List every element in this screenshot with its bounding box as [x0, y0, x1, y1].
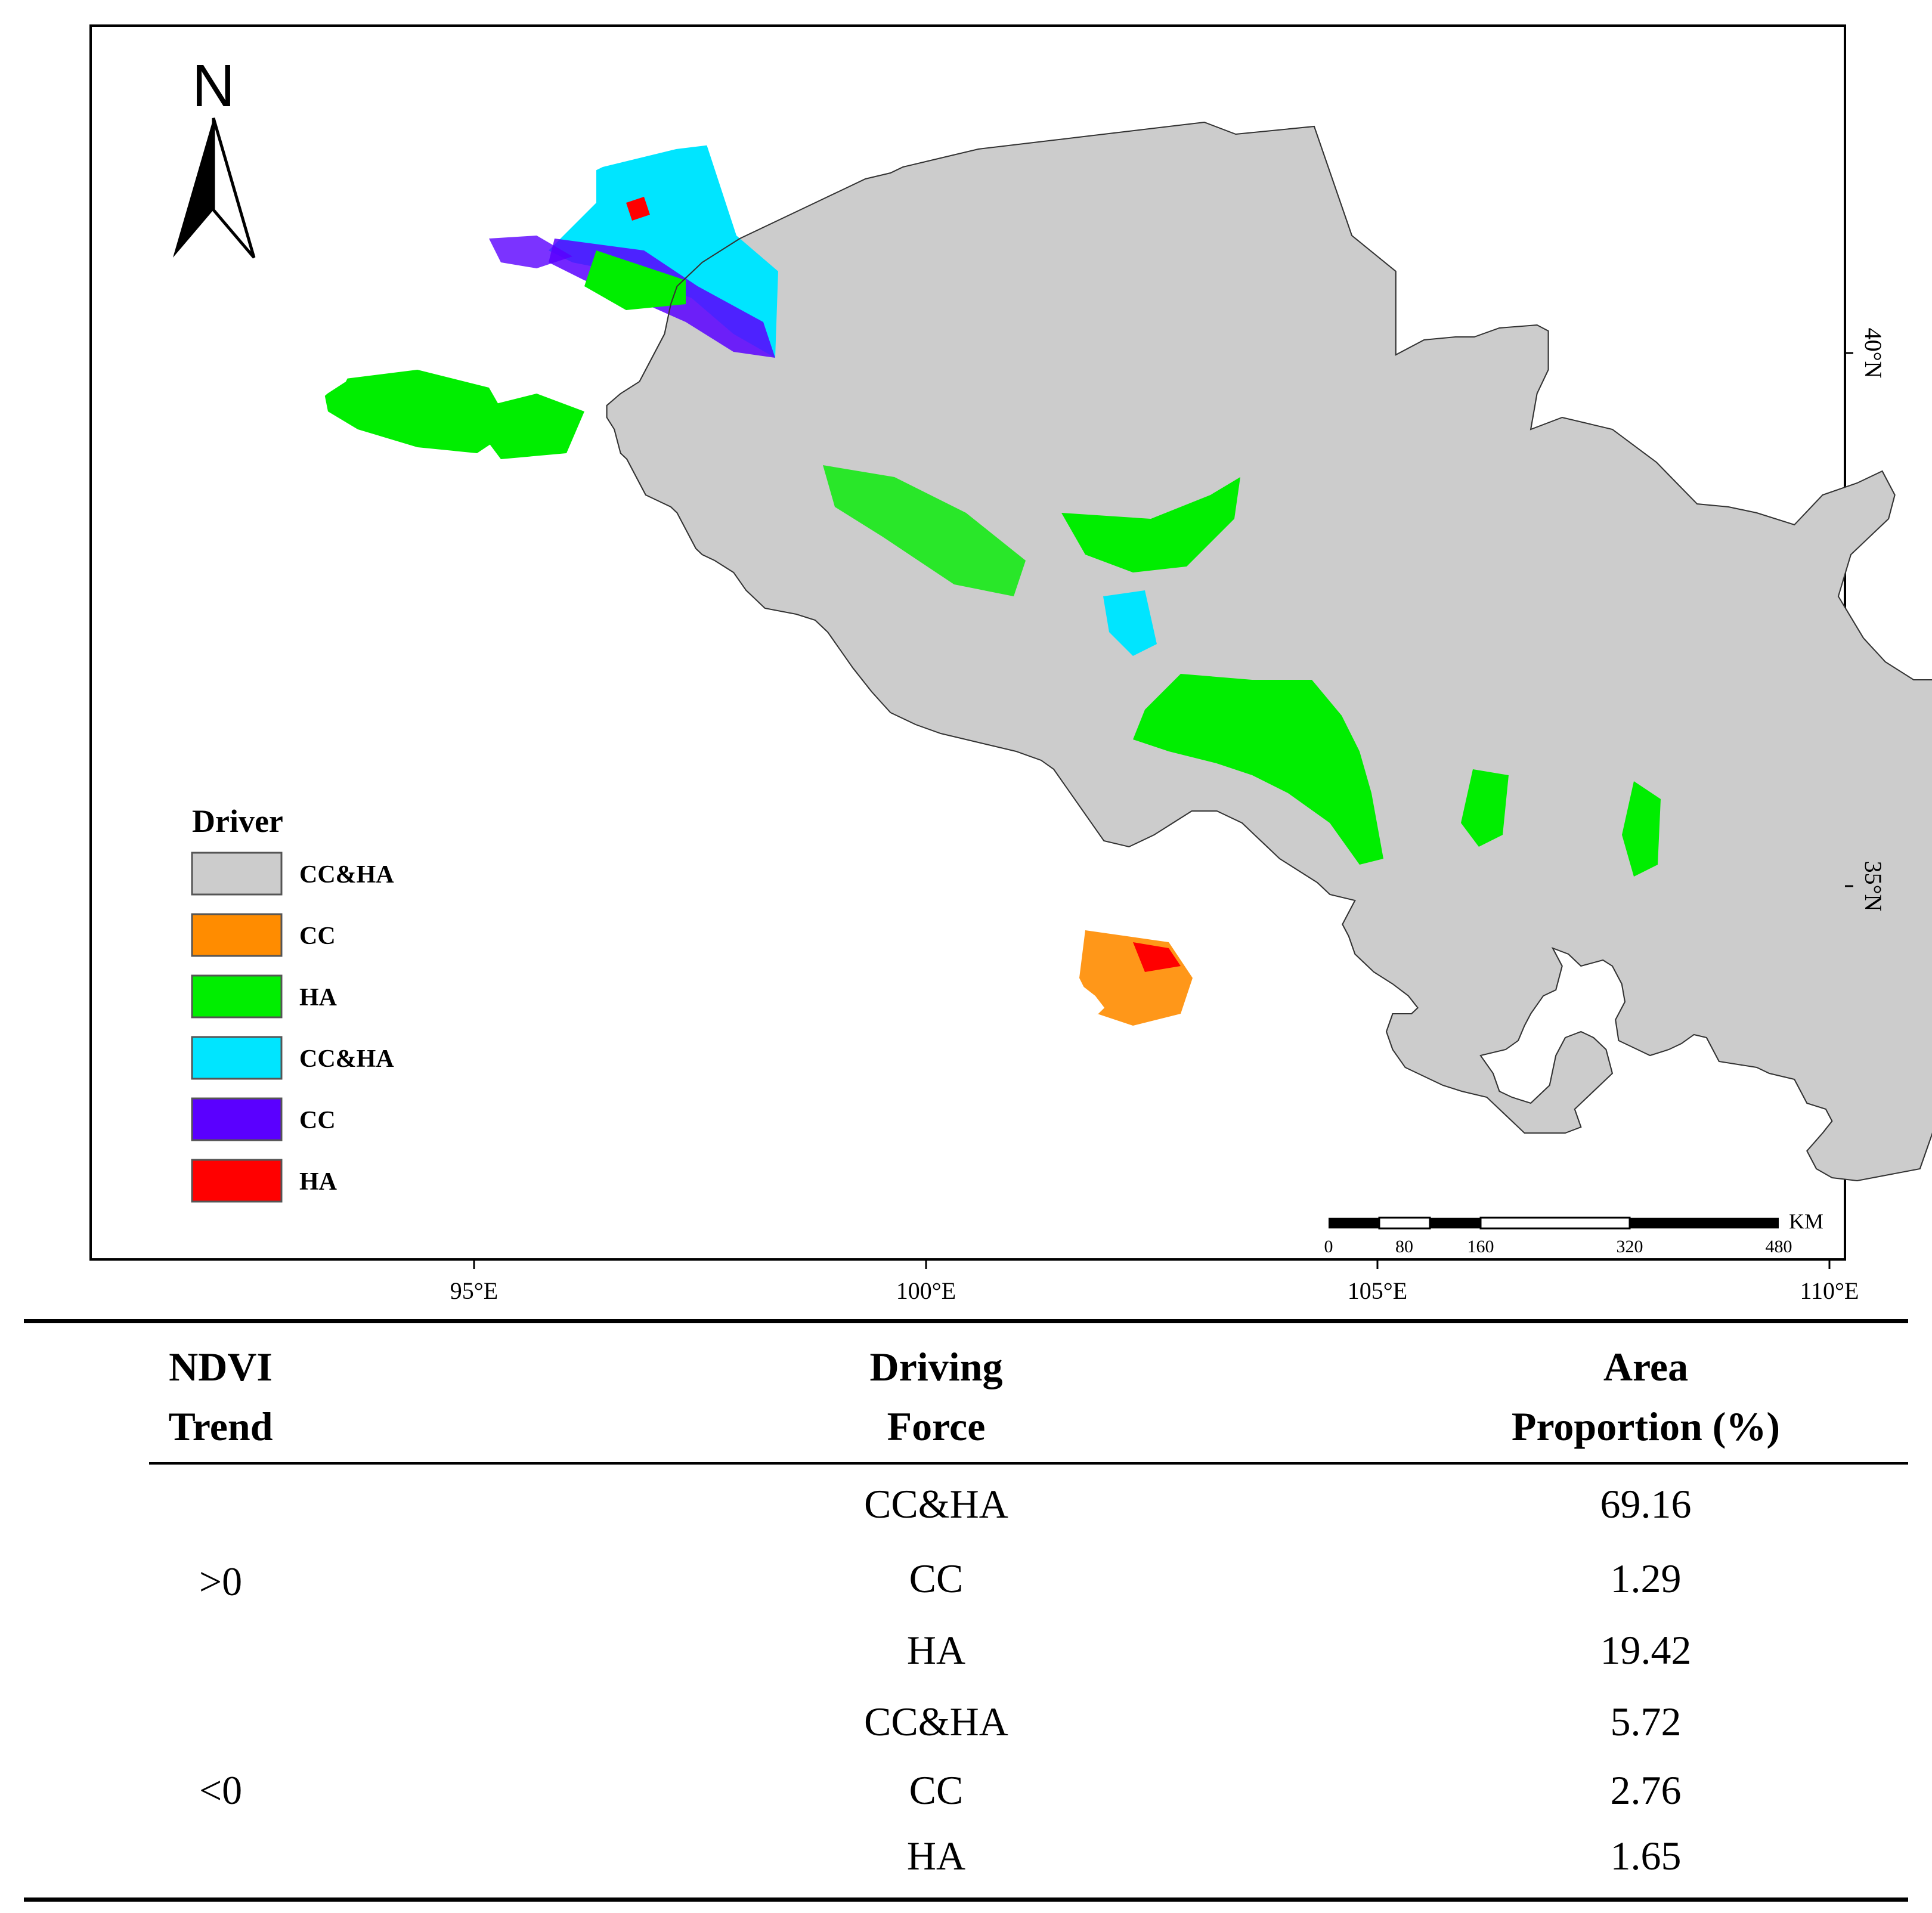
proportion-cell: 2.76 [1610, 1767, 1682, 1813]
scale-seg-3 [1430, 1218, 1481, 1228]
patch-ha-neg-south-1 [1133, 942, 1181, 972]
scale-label-160: 160 [1467, 1237, 1494, 1256]
force-cell: CC [909, 1767, 964, 1813]
scale-bar: KM 0 80 160 320 480 [1324, 1209, 1824, 1256]
patch-ha-east-3 [1622, 781, 1661, 877]
force-cell: HA [906, 1627, 966, 1673]
patch-ha-neg-north [626, 197, 650, 221]
legend-label: CC [299, 1107, 336, 1134]
patch-cc-neg-west [489, 236, 572, 268]
north-arrow: N [173, 52, 256, 259]
patch-ccha-neg-mid [1103, 590, 1157, 656]
header-area-proportion-line2: Proportion (%) [1511, 1404, 1781, 1449]
north-arrow-left-half [173, 118, 213, 258]
y-tick-label-40: 40°N [1860, 328, 1887, 379]
x-tick-label-95: 95°E [450, 1277, 498, 1304]
table-bottom-rule [24, 1897, 1908, 1902]
scale-seg-4 [1479, 1216, 1631, 1230]
x-tick-label-100: 100°E [896, 1277, 956, 1304]
map-figure: N Driver CC&HA CC HA CC&HA CC HA KM 0 80 160 … [89, 24, 1932, 1304]
area-proportion-table: NDVI Trend Driving Force Area Proportion… [24, 1319, 1908, 1903]
y-axis: 40°N 35°N [1845, 328, 1887, 912]
legend-label: CC&HA [299, 1045, 394, 1073]
scale-seg-2 [1378, 1216, 1431, 1230]
patch-ha-corridor-1 [823, 465, 1026, 596]
legend-swatch [191, 852, 283, 896]
x-tick-label-110: 110°E [1800, 1277, 1859, 1304]
scale-label-320: 320 [1617, 1237, 1643, 1256]
patch-ha-corridor-2 [1061, 477, 1240, 572]
proportion-cell: 5.72 [1610, 1699, 1682, 1744]
x-tick-label-105: 105°E [1348, 1277, 1407, 1304]
patch-ha-west-1 [322, 370, 513, 453]
force-cell: CC&HA [864, 1699, 1008, 1744]
y-tick-label-35: 35°N [1860, 861, 1887, 912]
table-top-rule [24, 1319, 1908, 1323]
force-cell: HA [906, 1833, 966, 1878]
header-ndvi-trend: NDVI Trend [131, 1337, 310, 1456]
legend-swatch [191, 913, 283, 957]
north-arrow-right-half [212, 117, 256, 259]
x-axis: 95°E 100°E 105°E 110°E [450, 1259, 1859, 1304]
legend-swatch [191, 1159, 283, 1203]
province-map [322, 121, 1932, 1182]
proportion-cell: 19.42 [1600, 1627, 1692, 1673]
force-cell: CC&HA [864, 1481, 1008, 1527]
header-driving-force-line2: Force [887, 1404, 986, 1449]
header-driving-force: Driving Force [817, 1337, 1055, 1456]
legend-title: Driver [192, 803, 283, 839]
legend: Driver CC&HA CC HA CC&HA CC HA [191, 803, 394, 1203]
scale-seg-1 [1329, 1218, 1379, 1228]
scale-seg-5 [1630, 1218, 1779, 1228]
legend-label: CC [299, 923, 336, 950]
table-header-rule [149, 1462, 1908, 1465]
proportion-cell: 69.16 [1600, 1481, 1692, 1527]
legend-label: HA [299, 984, 338, 1011]
proportion-cell: 1.65 [1610, 1833, 1682, 1878]
header-area-proportion-line1: Area [1603, 1344, 1689, 1389]
header-driving-force-line1: Driving [869, 1344, 1003, 1389]
patch-ha-east-1 [1133, 674, 1383, 865]
legend-swatch [191, 1036, 283, 1080]
patch-ha-north [584, 250, 686, 310]
legend-swatch [191, 974, 283, 1019]
proportion-cell: 1.29 [1610, 1556, 1682, 1601]
scale-label-80: 80 [1395, 1237, 1413, 1256]
header-ndvi-trend-line1: NDVI [169, 1344, 273, 1389]
scale-unit: KM [1789, 1209, 1823, 1233]
legend-label: CC&HA [299, 861, 394, 889]
scale-label-0: 0 [1324, 1237, 1333, 1256]
patch-ha-east-2 [1461, 769, 1509, 847]
legend-swatch [191, 1097, 283, 1141]
trend-positive: >0 [199, 1559, 243, 1604]
patch-ha-west-2 [465, 394, 584, 459]
trend-negative: <0 [199, 1767, 243, 1813]
force-cell: CC [909, 1556, 964, 1601]
header-ndvi-trend-line2: Trend [168, 1404, 273, 1449]
scale-label-480: 480 [1766, 1237, 1792, 1256]
north-label: N [192, 52, 235, 119]
legend-label: HA [299, 1168, 338, 1196]
header-area-proportion: Area Proportion (%) [1467, 1337, 1825, 1456]
driver-patches [322, 126, 1661, 1181]
